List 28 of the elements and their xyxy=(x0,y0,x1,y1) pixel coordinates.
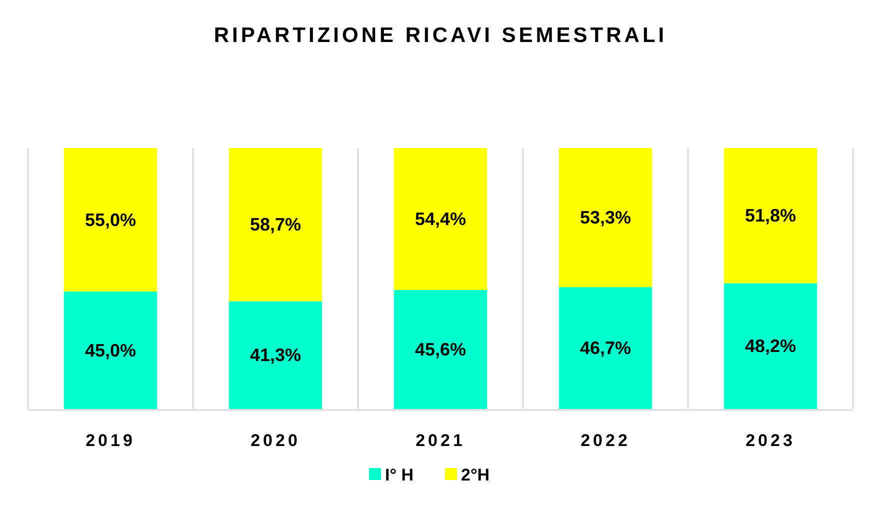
bar xyxy=(64,148,158,292)
data-label: 48,2% xyxy=(744,336,796,356)
x-tick-label: 2022 xyxy=(580,431,630,450)
x-tick-label: 2021 xyxy=(416,431,466,450)
x-tick-label: 2023 xyxy=(746,431,796,450)
bar xyxy=(558,287,652,409)
bar xyxy=(394,148,488,290)
data-label: 53,3% xyxy=(580,208,632,228)
x-tick-label: 2020 xyxy=(250,431,300,450)
x-tick-label: 2019 xyxy=(86,431,136,450)
bar xyxy=(724,283,818,409)
data-label: 54,4% xyxy=(414,208,466,229)
data-label: 46,7% xyxy=(580,338,632,358)
bar xyxy=(228,148,322,302)
data-label: 45,0% xyxy=(84,340,136,360)
data-label: 58,7% xyxy=(250,214,302,235)
bar xyxy=(558,148,652,288)
data-label: 41,3% xyxy=(250,345,302,366)
data-label: 45,6% xyxy=(414,339,466,360)
legend-label: 2°H xyxy=(461,466,490,484)
chart-title: RIPARTIZIONE RICAVI SEMESTRALI xyxy=(214,24,668,47)
data-label: 51,8% xyxy=(744,206,796,226)
bar xyxy=(64,292,158,409)
legend-label: I° H xyxy=(385,466,414,484)
bar xyxy=(228,301,322,409)
bar xyxy=(394,290,488,409)
bar xyxy=(724,148,818,284)
data-label: 55,0% xyxy=(84,210,136,230)
